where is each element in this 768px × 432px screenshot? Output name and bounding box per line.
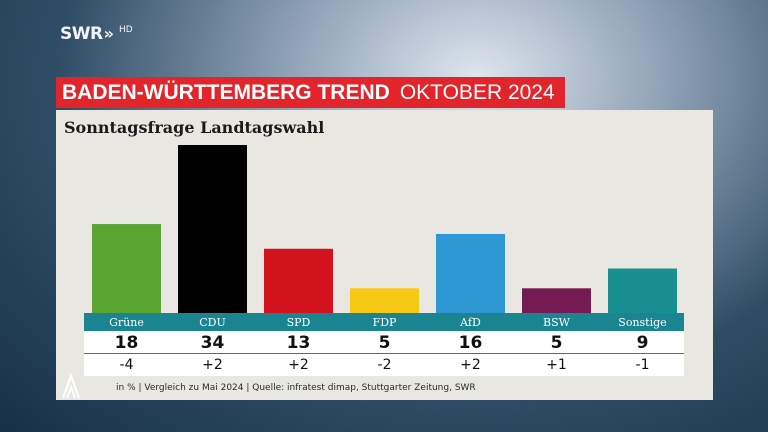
category-label: Sonstige <box>618 316 667 329</box>
value-strip <box>84 331 684 353</box>
change-strip <box>84 353 684 376</box>
bar-bsw <box>522 288 591 313</box>
arrow-up-icon <box>61 372 81 399</box>
hd-badge: HD <box>118 25 133 35</box>
value-label: 9 <box>636 333 649 353</box>
change-label: +1 <box>546 357 567 373</box>
change-label: -4 <box>119 357 134 373</box>
change-label: -2 <box>377 357 392 373</box>
bar-sonstige <box>608 268 677 313</box>
value-label: 13 <box>286 333 311 353</box>
category-label: Grüne <box>109 316 144 329</box>
source-footer: in % | Vergleich zu Mai 2024 | Quelle: i… <box>116 383 476 393</box>
chart-subtitle: Sonntagsfrage Landtagswahl <box>64 118 325 137</box>
category-label: AfD <box>460 316 481 329</box>
bar-fdp <box>350 288 419 313</box>
bar-afd <box>436 233 505 313</box>
bar-cdu <box>178 145 247 313</box>
category-label: CDU <box>199 316 226 329</box>
category-label: FDP <box>372 316 397 329</box>
category-label: SPD <box>286 316 311 329</box>
title-banner: BADEN-WÜRTTEMBERG TREND OKTOBER 2024 <box>56 77 565 108</box>
category-strip <box>84 313 684 331</box>
change-label: +2 <box>460 357 481 373</box>
bar-spd <box>264 248 333 313</box>
value-label: 16 <box>458 333 483 353</box>
swr-logo: SWR » HD <box>60 24 133 44</box>
banner-title: BADEN-WÜRTTEMBERG TREND <box>62 80 390 104</box>
broadcaster-name: SWR <box>60 24 103 44</box>
value-label: 5 <box>378 333 391 353</box>
category-label: BSW <box>543 316 570 329</box>
banner-period: OKTOBER 2024 <box>399 80 555 104</box>
value-label: 18 <box>114 333 139 353</box>
value-label: 5 <box>550 333 563 353</box>
value-label: 34 <box>200 333 225 353</box>
bar-grüne <box>92 224 161 313</box>
change-label: -1 <box>635 357 650 373</box>
change-label: +2 <box>202 357 223 373</box>
change-label: +2 <box>288 357 309 373</box>
